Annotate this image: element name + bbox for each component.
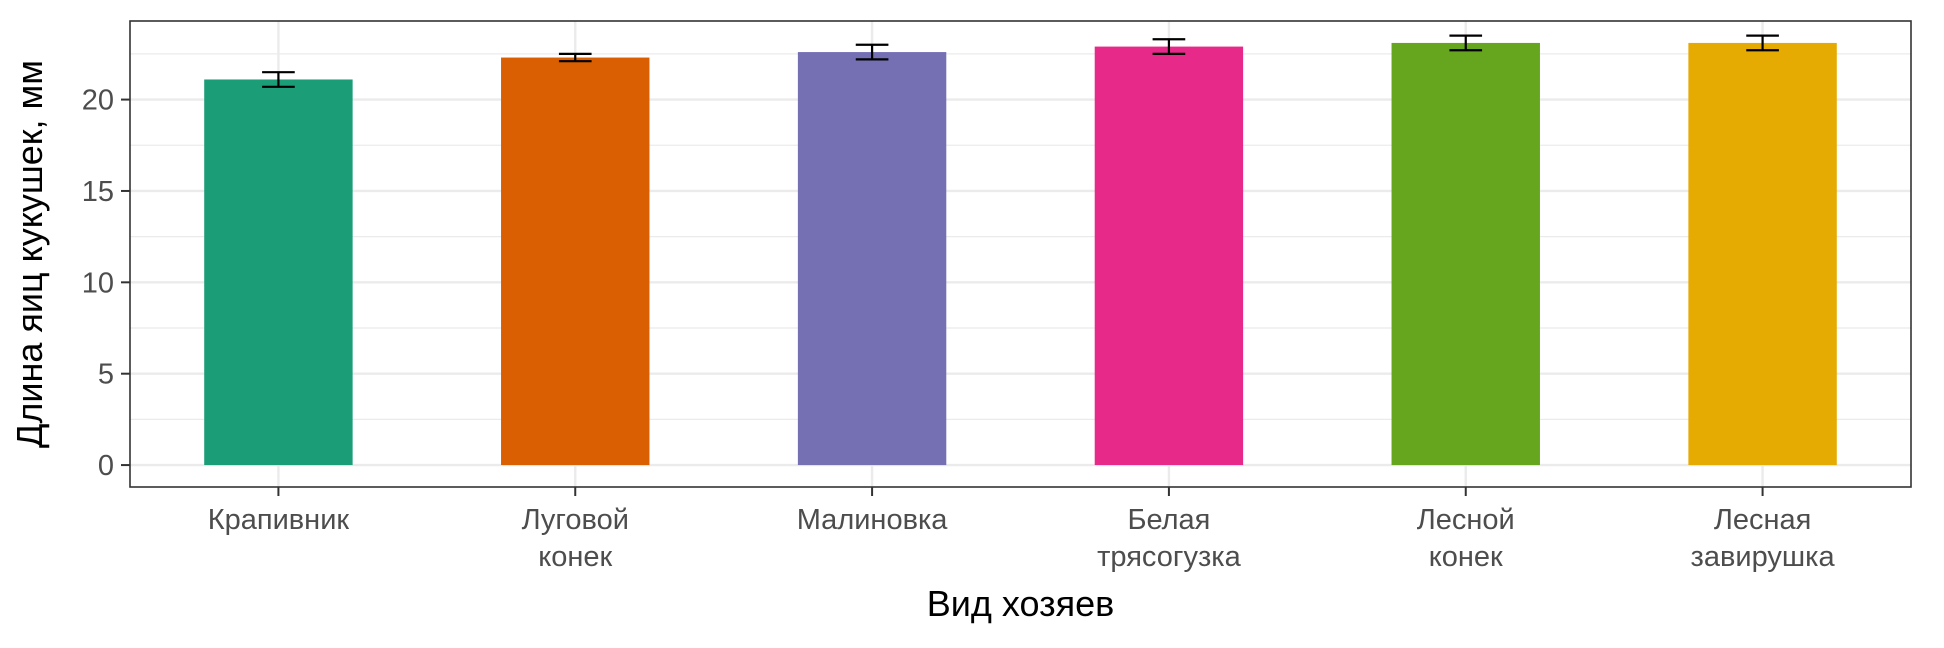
x-tick-label-line: конек	[538, 541, 612, 573]
error-bar	[558, 52, 592, 63]
error-bar	[855, 43, 889, 61]
y-tick-label: 5	[98, 359, 114, 391]
bar	[1391, 42, 1540, 466]
x-tick-label-line: Лесная	[1714, 504, 1812, 536]
x-tick-label-line: Крапивник	[208, 504, 350, 536]
x-tick-label: Лесной конек	[1417, 504, 1515, 573]
x-tick-label: Крапивник	[208, 504, 350, 536]
x-tick-label-line: Белая	[1127, 504, 1210, 536]
error-bar	[1746, 34, 1779, 52]
y-tick-label: 10	[82, 267, 114, 299]
plot-panel-background	[130, 21, 1911, 487]
x-tick-label: Луговой конек	[522, 504, 629, 573]
y-axis: 0 5 10 15 20	[82, 85, 130, 482]
bar	[501, 57, 650, 466]
bar	[1688, 42, 1837, 466]
y-tick-label: 20	[82, 85, 114, 117]
x-axis-title: Вид хозяев	[927, 583, 1115, 624]
error-bar	[262, 71, 295, 88]
y-tick-label: 0	[98, 450, 114, 482]
x-tick-label-line: Луговой	[522, 504, 629, 536]
x-tick-label: Малиновка	[797, 504, 949, 536]
x-tick-label: Лесная завирушка	[1691, 504, 1836, 573]
bar	[1094, 46, 1244, 466]
x-tick-label-line: Лесной	[1417, 504, 1515, 536]
x-tick-label: Белая трясогузка	[1097, 504, 1241, 573]
error-bar	[1152, 38, 1186, 55]
bar	[204, 79, 353, 466]
bar	[797, 52, 947, 466]
error-bar	[1449, 34, 1483, 52]
plot-panel-border	[129, 20, 1912, 488]
gridlines	[130, 21, 1911, 487]
y-axis-title: Длина яиц кукушек, мм	[9, 60, 50, 448]
x-tick-label-line: трясогузка	[1097, 541, 1241, 573]
y-tick-label: 15	[82, 176, 114, 208]
x-tick-label-line: конек	[1429, 541, 1503, 573]
x-axis: Крапивник Луговой конек Малиновка Белая трясо…	[208, 487, 1836, 573]
bars	[204, 42, 1837, 466]
x-tick-label-line: завирушка	[1691, 541, 1836, 573]
x-tick-label-line: Малиновка	[797, 504, 949, 536]
error-bars	[262, 34, 1779, 88]
